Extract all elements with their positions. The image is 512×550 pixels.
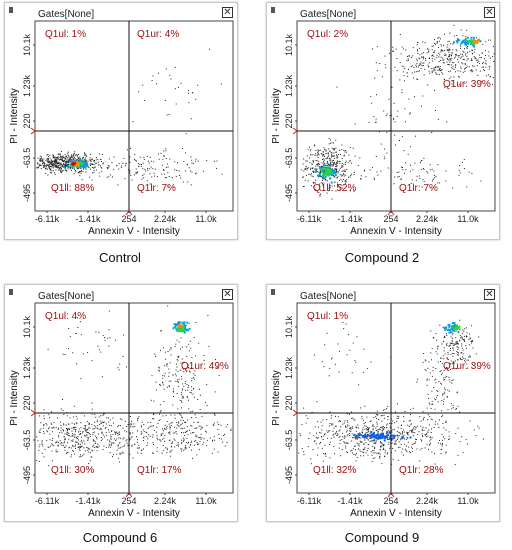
gates-label: Gates[None]: [300, 9, 357, 20]
x-tick-label: 11.0k: [457, 496, 479, 506]
y-tick-label: -495: [22, 466, 32, 484]
plot-caption: Compound 2: [344, 250, 420, 265]
y-tick-label: -63.5: [22, 148, 32, 169]
close-icon[interactable]: ✕: [484, 289, 495, 300]
x-tick-label: -1.41k: [75, 496, 101, 506]
plot-panel-compound-9: Gates[None] ✕ Q1ul: 1% Q1ur: 39% Q1ll: 32%…: [266, 284, 500, 522]
quadrant-label-q1ll: Q1ll: 30%: [51, 465, 94, 476]
y-tick-label: -63.5: [22, 430, 32, 451]
gate-marker-y: [292, 127, 298, 135]
x-tick-label: -1.41k: [337, 496, 363, 506]
x-tick-label: 11.0k: [195, 214, 217, 224]
x-tick-label: 11.0k: [457, 214, 479, 224]
gates-label: Gates[None]: [38, 291, 95, 302]
x-tick-label: 254: [121, 214, 136, 224]
y-tick-label: -495: [284, 184, 294, 202]
x-tick-label: -1.41k: [337, 214, 363, 224]
gates-label: Gates[None]: [300, 291, 357, 302]
plot-panel-control: Gates[None] ✕ Q1ul: 1% Q1ur: 4% Q1ll: 88% Q…: [4, 2, 238, 240]
x-axis-label: Annexin V - Intensity: [350, 508, 442, 519]
event-dots: [298, 319, 484, 467]
plot-panel-compound-2: Gates[None] ✕ Q1ul: 2% Q1ur: 39% Q1ll: 52%…: [266, 2, 500, 240]
scatter-plot-control: Q1ul: 1% Q1ur: 4% Q1ll: 88% Q1lr: 7% -6.11k -…: [9, 20, 234, 237]
quadrant-label-q1lr: Q1lr: 28%: [399, 465, 444, 476]
y-axis-label: PI - Intensity: [9, 88, 20, 144]
y-tick-label: 1.23k: [22, 356, 32, 379]
x-tick-label: 11.0k: [195, 496, 217, 506]
x-axis-label: Annexin V - Intensity: [88, 226, 180, 237]
x-tick-label: -6.11k: [297, 496, 322, 506]
event-dots: [36, 305, 232, 467]
quadrant-label-q1lr: Q1lr: 17%: [137, 465, 182, 476]
x-axis-label: Annexin V - Intensity: [88, 508, 180, 519]
x-tick-label: 2.24k: [154, 496, 177, 506]
plot-panel-compound-6: Gates[None] ✕ Q1ul: 4% Q1ur: 49% Q1ll: 30%…: [4, 284, 238, 522]
y-tick-label: 220: [284, 395, 294, 410]
y-tick-label: -63.5: [284, 430, 294, 451]
plot-area: [296, 302, 496, 494]
quadrant-label-q1ur: Q1ur: 39%: [443, 79, 491, 90]
scatter-plot-compound-9: Q1ul: 1% Q1ur: 39% Q1ll: 32% Q1lr: 28% -6.11…: [271, 302, 496, 519]
x-tick-label: -6.11k: [297, 214, 322, 224]
y-tick-label: -495: [22, 184, 32, 202]
event-dots: [36, 48, 223, 188]
x-axis-label: Annexin V - Intensity: [350, 226, 442, 237]
x-tick-label: 254: [383, 214, 398, 224]
quadrant-label-q1ll: Q1ll: 88%: [51, 183, 94, 194]
x-tick-label: 2.24k: [416, 214, 439, 224]
quadrant-label-q1ul: Q1ul: 2%: [307, 29, 348, 40]
plot-area: [34, 302, 234, 494]
y-tick-label: 220: [22, 395, 32, 410]
plot-caption: Compound 9: [344, 530, 420, 545]
panel-menu-icon[interactable]: [9, 291, 13, 295]
x-tick-label: -6.11k: [35, 214, 60, 224]
close-icon[interactable]: ✕: [222, 7, 233, 18]
panel-menu-icon[interactable]: [271, 9, 275, 13]
plot-caption: Control: [99, 250, 141, 265]
y-tick-label: 10.1k: [22, 33, 32, 56]
quadrant-label-q1ll: Q1ll: 52%: [313, 183, 356, 194]
quadrant-label-q1ll: Q1ll: 32%: [313, 465, 356, 476]
panel-menu-icon[interactable]: [271, 291, 275, 295]
x-tick-label: -6.11k: [35, 496, 60, 506]
plot-caption: Compound 6: [82, 530, 158, 545]
y-tick-label: 1.23k: [22, 74, 32, 97]
x-tick-label: 2.24k: [416, 496, 439, 506]
quadrant-label-q1ur: Q1ur: 4%: [137, 29, 179, 40]
quadrant-label-q1ul: Q1ul: 1%: [307, 311, 348, 322]
scatter-plot-compound-2: Q1ul: 2% Q1ur: 39% Q1ll: 52% Q1lr: 7% -6.11k…: [271, 20, 496, 237]
x-tick-label: 254: [121, 496, 136, 506]
plot-area: [34, 20, 234, 212]
close-icon[interactable]: ✕: [484, 7, 495, 18]
panel-menu-icon[interactable]: [9, 9, 13, 13]
quadrant-label-q1ur: Q1ur: 39%: [443, 361, 491, 372]
x-tick-label: 2.24k: [154, 214, 177, 224]
y-axis-label: PI - Intensity: [271, 370, 282, 426]
quadrant-label-q1ur: Q1ur: 49%: [181, 361, 229, 372]
y-tick-label: 1.23k: [284, 74, 294, 97]
y-axis-label: PI - Intensity: [271, 88, 282, 144]
quadrant-label-q1lr: Q1lr: 7%: [137, 183, 176, 194]
quadrant-label-q1ul: Q1ul: 1%: [45, 29, 86, 40]
y-tick-label: 1.23k: [284, 356, 294, 379]
y-axis-label: PI - Intensity: [9, 370, 20, 426]
quadrant-label-q1ul: Q1ul: 4%: [45, 311, 86, 322]
gate-marker-y: [30, 409, 36, 417]
y-tick-label: 10.1k: [284, 33, 294, 56]
y-tick-label: 10.1k: [22, 315, 32, 338]
x-tick-label: -1.41k: [75, 214, 101, 224]
y-tick-label: 220: [22, 113, 32, 128]
quadrant-label-q1lr: Q1lr: 7%: [399, 183, 438, 194]
y-tick-label: 10.1k: [284, 315, 294, 338]
x-tick-label: 254: [383, 496, 398, 506]
gate-marker-y: [30, 127, 36, 135]
close-icon[interactable]: ✕: [222, 289, 233, 300]
y-tick-label: 220: [284, 113, 294, 128]
scatter-plot-compound-6: Q1ul: 4% Q1ur: 49% Q1ll: 30% Q1lr: 17% -6.11…: [9, 302, 234, 519]
y-tick-label: -63.5: [284, 148, 294, 169]
gate-marker-y: [292, 409, 298, 417]
y-tick-label: -495: [284, 466, 294, 484]
gates-label: Gates[None]: [38, 9, 95, 20]
